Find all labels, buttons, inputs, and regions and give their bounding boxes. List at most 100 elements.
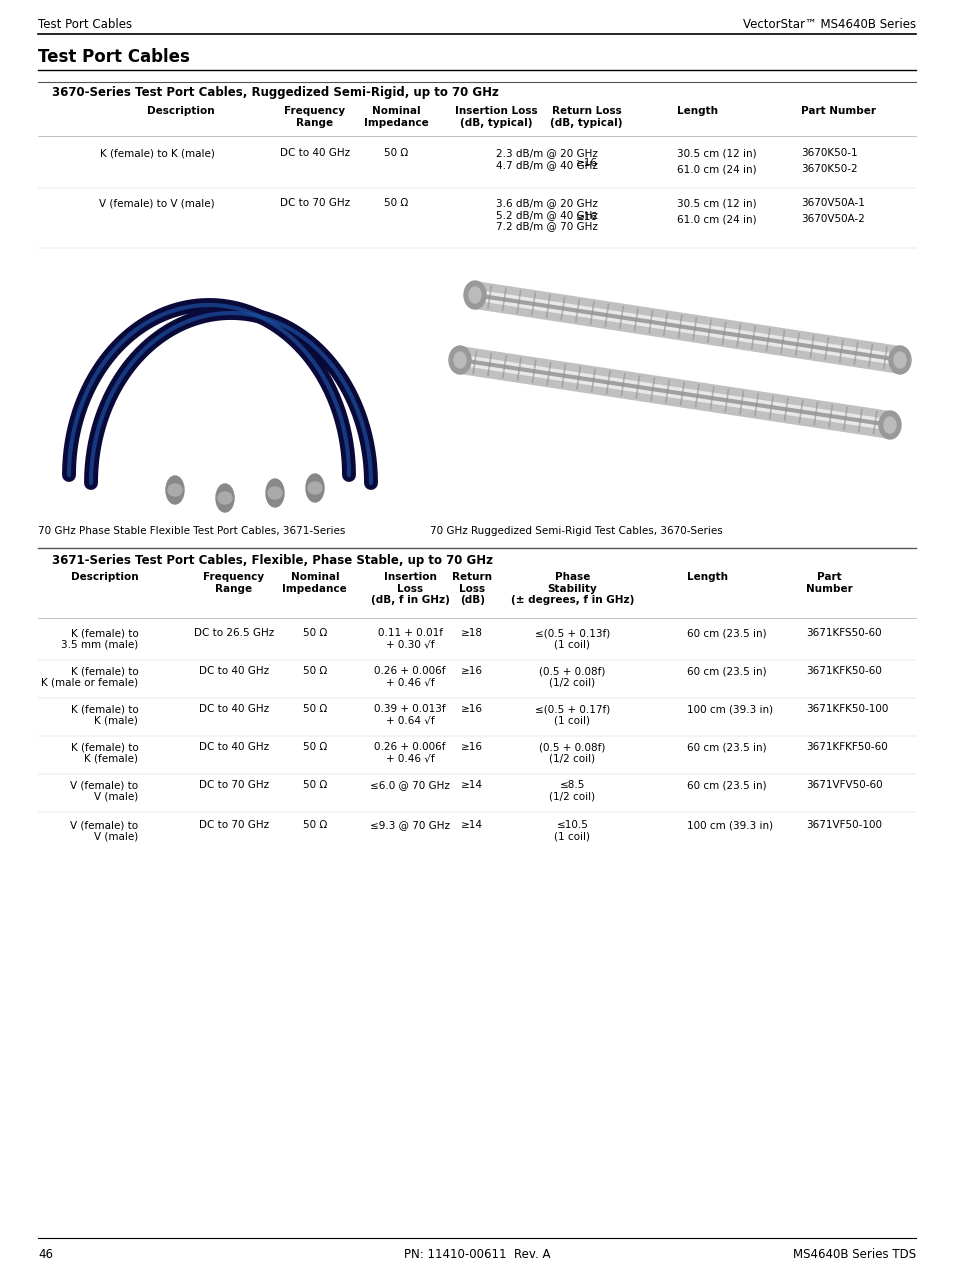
Ellipse shape (308, 482, 322, 494)
Text: 46: 46 (38, 1247, 53, 1261)
Text: K (female) to
K (male): K (female) to K (male) (71, 704, 138, 726)
Text: ≥16: ≥16 (460, 704, 483, 714)
Text: MS4640B Series TDS: MS4640B Series TDS (792, 1247, 915, 1261)
Text: ≥14: ≥14 (460, 820, 483, 830)
Text: ≤9.3 @ 70 GHz: ≤9.3 @ 70 GHz (370, 820, 450, 830)
Text: Part
Number: Part Number (805, 572, 852, 594)
Text: ≤6.0 @ 70 GHz: ≤6.0 @ 70 GHz (370, 780, 450, 791)
Text: DC to 70 GHz: DC to 70 GHz (198, 780, 269, 791)
Text: 70 GHz Phase Stable Flexible Test Port Cables, 3671-Series: 70 GHz Phase Stable Flexible Test Port C… (38, 525, 345, 536)
Text: Description: Description (147, 107, 214, 115)
Ellipse shape (266, 478, 284, 508)
Text: 3671KFK50-60: 3671KFK50-60 (805, 666, 882, 676)
Text: 100 cm (39.3 in): 100 cm (39.3 in) (686, 820, 772, 830)
Text: Test Port Cables: Test Port Cables (38, 18, 132, 30)
Ellipse shape (469, 287, 480, 303)
Text: (0.5 + 0.08f)
(1/2 coil): (0.5 + 0.08f) (1/2 coil) (538, 666, 605, 688)
Text: 0.26 + 0.006f
+ 0.46 √f: 0.26 + 0.006f + 0.46 √f (375, 742, 445, 764)
Text: K (female) to
3.5 mm (male): K (female) to 3.5 mm (male) (61, 628, 138, 650)
Ellipse shape (218, 492, 232, 504)
Text: 50 Ω: 50 Ω (302, 628, 327, 638)
Ellipse shape (888, 346, 910, 374)
Ellipse shape (215, 483, 233, 511)
Text: 70 GHz Ruggedized Semi-Rigid Test Cables, 3670-Series: 70 GHz Ruggedized Semi-Rigid Test Cables… (430, 525, 722, 536)
Text: 60 cm (23.5 in): 60 cm (23.5 in) (686, 628, 765, 638)
Text: 2.3 dB/m @ 20 GHz
4.7 dB/m @ 40 GHz: 2.3 dB/m @ 20 GHz 4.7 dB/m @ 40 GHz (496, 148, 598, 170)
Text: 3671VF50-100: 3671VF50-100 (805, 820, 882, 830)
Text: VectorStar™ MS4640B Series: VectorStar™ MS4640B Series (742, 18, 915, 30)
Text: 60 cm (23.5 in): 60 cm (23.5 in) (686, 666, 765, 676)
Text: K (female) to
K (male or female): K (female) to K (male or female) (41, 666, 138, 688)
Text: 100 cm (39.3 in): 100 cm (39.3 in) (686, 704, 772, 714)
Text: ≥14: ≥14 (460, 780, 483, 791)
Text: Return
Loss
(dB): Return Loss (dB) (452, 572, 492, 605)
Text: Frequency
Range: Frequency Range (284, 107, 345, 128)
Ellipse shape (883, 418, 895, 433)
Text: ≥16: ≥16 (575, 212, 598, 222)
Text: 3671KFK50-100: 3671KFK50-100 (805, 704, 887, 714)
Text: 3670-Series Test Port Cables, Ruggedized Semi-Rigid, up to 70 GHz: 3670-Series Test Port Cables, Ruggedized… (52, 86, 498, 99)
Text: DC to 70 GHz: DC to 70 GHz (198, 820, 269, 830)
Text: 61.0 cm (24 in): 61.0 cm (24 in) (677, 214, 756, 225)
Text: 50 Ω: 50 Ω (302, 820, 327, 830)
Text: 30.5 cm (12 in): 30.5 cm (12 in) (677, 198, 756, 208)
Text: 3670V50A-1: 3670V50A-1 (801, 198, 864, 208)
Text: DC to 40 GHz: DC to 40 GHz (198, 742, 269, 753)
Text: 60 cm (23.5 in): 60 cm (23.5 in) (686, 742, 765, 753)
Text: 50 Ω: 50 Ω (302, 704, 327, 714)
Text: V (female) to
V (male): V (female) to V (male) (71, 820, 138, 841)
Ellipse shape (166, 476, 184, 504)
Text: 3671-Series Test Port Cables, Flexible, Phase Stable, up to 70 GHz: 3671-Series Test Port Cables, Flexible, … (52, 555, 493, 567)
Ellipse shape (878, 411, 900, 439)
Text: ≤(0.5 + 0.17f)
(1 coil): ≤(0.5 + 0.17f) (1 coil) (535, 704, 609, 726)
Ellipse shape (306, 475, 324, 503)
Text: 3671KFKF50-60: 3671KFKF50-60 (805, 742, 887, 753)
Text: 61.0 cm (24 in): 61.0 cm (24 in) (677, 164, 756, 174)
Text: DC to 26.5 GHz: DC to 26.5 GHz (193, 628, 274, 638)
Text: 3670K50-2: 3670K50-2 (801, 164, 857, 174)
Text: Insertion Loss
(dB, typical): Insertion Loss (dB, typical) (455, 107, 537, 128)
Text: Phase
Stability
(± degrees, f in GHz): Phase Stability (± degrees, f in GHz) (510, 572, 634, 605)
Text: DC to 70 GHz: DC to 70 GHz (279, 198, 350, 208)
Text: K (female) to K (male): K (female) to K (male) (100, 148, 214, 159)
Text: Insertion
Loss
(dB, f in GHz): Insertion Loss (dB, f in GHz) (371, 572, 449, 605)
Text: 50 Ω: 50 Ω (302, 666, 327, 676)
Ellipse shape (449, 346, 471, 374)
Text: DC to 40 GHz: DC to 40 GHz (198, 704, 269, 714)
Text: Frequency
Range: Frequency Range (203, 572, 264, 594)
Text: 50 Ω: 50 Ω (383, 198, 408, 208)
Text: K (female) to
K (female): K (female) to K (female) (71, 742, 138, 764)
Text: 30.5 cm (12 in): 30.5 cm (12 in) (677, 148, 756, 159)
Ellipse shape (268, 487, 282, 499)
Ellipse shape (463, 280, 485, 308)
Text: ≥16: ≥16 (460, 666, 483, 676)
Text: 50 Ω: 50 Ω (302, 742, 327, 753)
Text: 60 cm (23.5 in): 60 cm (23.5 in) (686, 780, 765, 791)
Text: V (female) to
V (male): V (female) to V (male) (71, 780, 138, 802)
Text: Description: Description (71, 572, 138, 582)
Ellipse shape (893, 352, 905, 368)
Text: ≤(0.5 + 0.13f)
(1 coil): ≤(0.5 + 0.13f) (1 coil) (535, 628, 609, 650)
Text: Part Number: Part Number (801, 107, 876, 115)
Text: Nominal
Impedance: Nominal Impedance (282, 572, 347, 594)
Text: 0.11 + 0.01f
+ 0.30 √f: 0.11 + 0.01f + 0.30 √f (377, 628, 442, 650)
Ellipse shape (168, 483, 182, 496)
Text: Length: Length (686, 572, 727, 582)
Text: Test Port Cables: Test Port Cables (38, 48, 190, 66)
Ellipse shape (454, 352, 465, 368)
Text: ≥16: ≥16 (460, 742, 483, 753)
Text: DC to 40 GHz: DC to 40 GHz (198, 666, 269, 676)
Text: Return Loss
(dB, typical): Return Loss (dB, typical) (550, 107, 622, 128)
Text: 50 Ω: 50 Ω (302, 780, 327, 791)
Text: 3.6 dB/m @ 20 GHz
5.2 dB/m @ 40 GHz
7.2 dB/m @ 70 GHz: 3.6 dB/m @ 20 GHz 5.2 dB/m @ 40 GHz 7.2 … (496, 198, 598, 231)
Text: 3670K50-1: 3670K50-1 (801, 148, 857, 159)
Text: Nominal
Impedance: Nominal Impedance (363, 107, 428, 128)
Text: 0.39 + 0.013f
+ 0.64 √f: 0.39 + 0.013f + 0.64 √f (374, 704, 446, 726)
Text: (0.5 + 0.08f)
(1/2 coil): (0.5 + 0.08f) (1/2 coil) (538, 742, 605, 764)
Text: 3671KFS50-60: 3671KFS50-60 (805, 628, 881, 638)
Text: ≥16: ≥16 (575, 159, 598, 168)
Text: ≤10.5
(1 coil): ≤10.5 (1 coil) (554, 820, 590, 841)
Text: ≤8.5
(1/2 coil): ≤8.5 (1/2 coil) (549, 780, 595, 802)
Text: V (female) to V (male): V (female) to V (male) (99, 198, 214, 208)
Text: 0.26 + 0.006f
+ 0.46 √f: 0.26 + 0.006f + 0.46 √f (375, 666, 445, 688)
